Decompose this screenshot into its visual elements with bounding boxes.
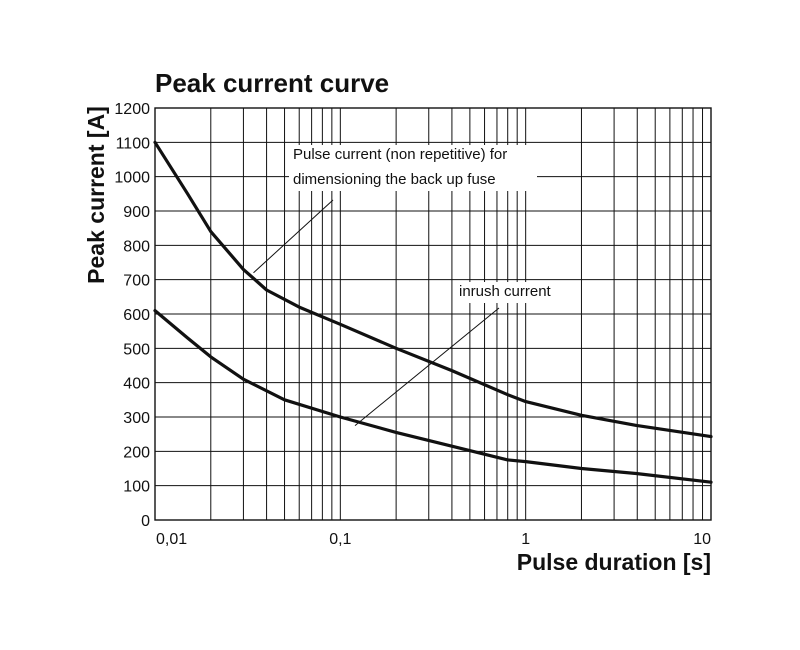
x-tick-label: 0,1	[329, 531, 351, 548]
annotation-bg-1	[289, 145, 537, 191]
x-tick-label: 1	[521, 531, 530, 548]
y-tick-label: 300	[123, 410, 150, 427]
x-tick-label: 0,01	[156, 531, 187, 548]
annotation-label-1: dimensioning the back up fuse	[293, 171, 496, 188]
annotation-bg-2	[455, 282, 555, 303]
y-axis-title: Peak current [A]	[83, 106, 109, 284]
y-tick-label: 900	[123, 204, 150, 221]
y-tick-label: 1100	[116, 135, 151, 152]
plot-frame	[154, 107, 712, 521]
tick-label-layer: 0 100 200 300 400 500 600 700 800 900 1000 1100 1200…	[114, 101, 711, 548]
x-axis-title: Pulse duration [s]	[517, 549, 711, 575]
x-tick-label: 10	[693, 531, 711, 548]
chart-title: Peak current curve	[155, 68, 389, 98]
series-layer	[153, 140, 713, 484]
y-tick-label: 0	[141, 513, 150, 530]
y-tick-label: 700	[123, 273, 150, 290]
y-tick-label: 800	[123, 238, 150, 255]
annotation-label-1: Pulse current (non repetitive) for	[293, 146, 507, 163]
y-tick-label: 600	[123, 307, 150, 324]
annotation-leader-1	[253, 199, 334, 274]
series-line-1	[153, 140, 713, 439]
annotation-layer: Pulse current (non repetitive) for dimens…	[253, 145, 555, 426]
annotation-leader-2	[354, 307, 500, 426]
y-tick-label: 200	[123, 444, 150, 461]
y-tick-label: 400	[123, 376, 150, 393]
series-line-2	[153, 309, 713, 484]
y-tick-label: 1200	[114, 101, 150, 118]
y-tick-label: 500	[123, 341, 150, 358]
y-tick-label: 1000	[114, 170, 150, 187]
annotation-label-2: inrush current	[459, 283, 552, 300]
y-tick-label: 100	[123, 479, 150, 496]
